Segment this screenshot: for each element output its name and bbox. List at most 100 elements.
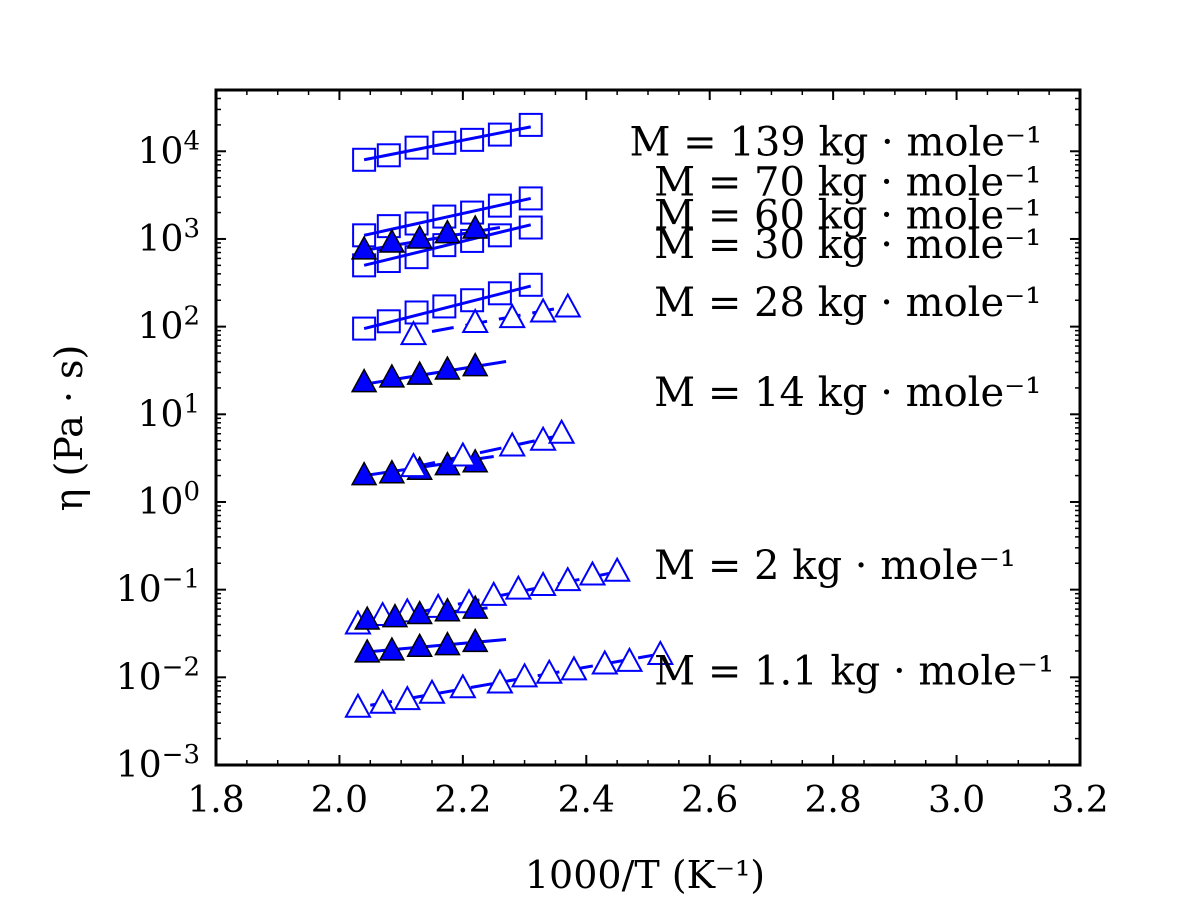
x-tick-labels: 1.8 2.0 2.2 2.4 2.6 2.8 3.0 3.2 — [187, 780, 1108, 821]
y-tick-label: 10−1 — [116, 565, 200, 611]
molar-mass-annotation: M = 60 kg · mole⁻¹ — [654, 193, 1041, 239]
molar-mass-annotation: M = 28 kg · mole⁻¹ — [654, 280, 1041, 326]
open-triangle-marker — [554, 292, 582, 318]
square-marker — [352, 147, 377, 172]
square-marker — [404, 300, 429, 325]
y-tick-label: 101 — [138, 389, 200, 435]
open-triangle-marker — [393, 685, 421, 711]
square-marker — [518, 112, 543, 137]
y-tick-label: 104 — [138, 126, 200, 172]
open-triangle-marker — [344, 692, 372, 718]
y-tick-label: 102 — [138, 302, 200, 348]
filled-triangle-marker — [434, 631, 461, 656]
open-triangle-marker — [529, 570, 557, 597]
filled-triangle-marker — [461, 352, 489, 377]
x-tick-label: 2.6 — [681, 780, 738, 821]
plot-frame — [214, 88, 1082, 767]
x-tick-label: 3.0 — [928, 780, 985, 821]
open-triangle-marker — [449, 441, 477, 467]
x-tick-label: 2.8 — [805, 780, 862, 821]
open-triangle-marker — [560, 655, 588, 681]
filled-triangle-marker — [350, 368, 378, 393]
y-axis-label: η (Pa · s) — [47, 345, 91, 512]
open-triangle-marker — [529, 297, 557, 323]
open-triangle-marker — [535, 658, 563, 684]
molar-mass-annotation: M = 2 kg · mole⁻¹ — [654, 543, 1016, 589]
square-marker — [432, 130, 457, 155]
y-tick-labels: 10−3 10−2 10−1 100 101 102 103 104 — [116, 126, 200, 786]
filled-triangle-marker — [378, 363, 406, 388]
filled-triangle-marker — [353, 638, 381, 663]
open-triangle-marker — [498, 431, 526, 457]
y-tick-label: 100 — [138, 477, 200, 523]
x-tick-label: 3.2 — [1051, 780, 1108, 821]
molar-mass-annotation: M = 14 kg · mole⁻¹ — [654, 370, 1041, 416]
open-triangle-marker — [480, 580, 508, 606]
filled-triangle-marker — [461, 214, 489, 239]
filled-triangle-marker — [353, 605, 381, 630]
fit-line — [413, 433, 562, 469]
square-marker — [487, 122, 512, 147]
square-marker — [460, 127, 485, 152]
molar-mass-annotation: M = 70 kg · mole⁻¹ — [654, 160, 1041, 206]
x-tick-label: 2.4 — [558, 780, 615, 821]
open-triangle-marker — [554, 566, 582, 592]
square-marker — [487, 281, 512, 306]
open-triangle-marker — [510, 662, 539, 688]
filled-triangle-marker — [381, 603, 409, 628]
open-triangle-marker — [578, 560, 607, 586]
y-tick-label: 10−3 — [116, 740, 200, 786]
square-marker — [460, 288, 485, 313]
filled-triangle-marker — [461, 594, 489, 619]
open-triangle-marker — [498, 303, 526, 329]
open-triangle-marker — [486, 668, 514, 694]
open-triangle-marker — [449, 673, 477, 699]
square-marker — [432, 294, 457, 319]
open-triangle-marker — [504, 574, 533, 600]
square-marker — [518, 186, 543, 211]
molar-mass-annotation: M = 30 kg · mole⁻¹ — [654, 222, 1041, 268]
square-marker — [518, 215, 543, 240]
filled-triangle-marker — [378, 636, 406, 661]
open-triangle-marker — [603, 556, 631, 582]
open-triangle-marker — [547, 418, 576, 444]
open-triangle-marker — [461, 307, 489, 334]
filled-triangle-marker — [406, 632, 433, 658]
square-marker — [487, 223, 512, 248]
filled-triangle-marker — [378, 228, 406, 253]
square-marker — [518, 272, 543, 297]
x-tick-label: 2.2 — [434, 780, 491, 821]
filled-triangle-marker — [406, 360, 433, 385]
fit-line — [363, 223, 532, 267]
fit-line — [363, 125, 532, 162]
filled-triangle-marker — [461, 627, 489, 653]
x-tick-label: 1.8 — [187, 780, 244, 821]
fit-line — [363, 284, 532, 331]
open-triangle-marker — [399, 320, 428, 346]
filled-triangle-marker — [406, 224, 433, 249]
x-axis-label: 1000/T (K⁻¹) — [525, 853, 765, 897]
filled-triangle-marker — [434, 355, 461, 380]
square-marker — [404, 135, 429, 160]
open-triangle-marker — [368, 688, 397, 714]
square-marker — [376, 143, 401, 168]
filled-triangle-marker — [434, 597, 461, 622]
open-triangle-marker — [399, 452, 428, 478]
x-tick-label: 2.0 — [311, 780, 368, 821]
square-marker — [352, 316, 377, 341]
molar-mass-annotation: M = 139 kg · mole⁻¹ — [629, 119, 1042, 165]
y-tick-label: 103 — [138, 214, 200, 260]
filled-triangle-marker — [434, 219, 461, 244]
filled-triangle-marker — [378, 459, 406, 484]
annotations: M = 139 kg · mole⁻¹M = 70 kg · mole⁻¹M =… — [629, 119, 1054, 694]
open-triangle-marker — [615, 646, 644, 672]
y-tick-label: 10−2 — [116, 652, 200, 698]
filled-triangle-marker — [406, 599, 433, 625]
molar-mass-annotation: M = 1.1 kg · mole⁻¹ — [654, 648, 1054, 694]
open-triangle-marker — [646, 639, 675, 665]
square-marker — [376, 309, 401, 334]
open-triangle-marker — [591, 649, 619, 675]
data-points — [344, 112, 675, 718]
